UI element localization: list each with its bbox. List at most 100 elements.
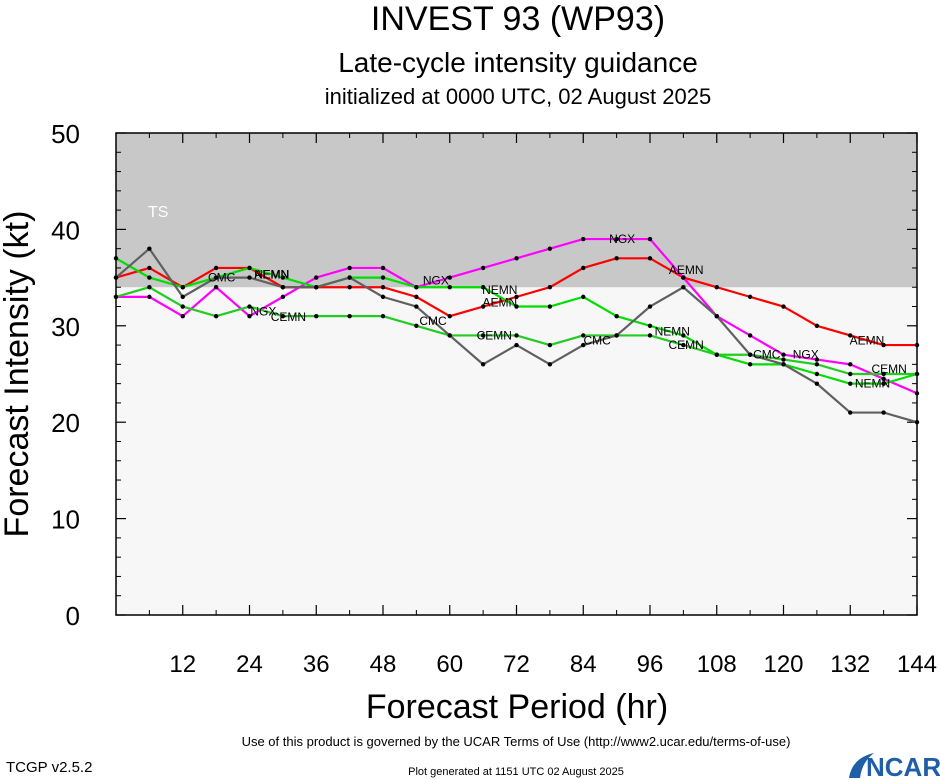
data-point-ngx [681,275,686,280]
data-point-nemn [814,371,820,377]
data-point-cemn [781,357,786,362]
ncar-logo-text: NCAR [866,752,940,780]
data-point-ngx [280,294,286,300]
data-point-aemn [814,323,820,328]
data-point-cemn [414,323,419,328]
data-point-cmc [247,275,252,280]
data-point-cmc [347,275,352,280]
data-point-nemn [414,285,419,290]
data-point-nemn [547,304,553,309]
data-point-ngx [480,265,486,271]
data-point-cemn [881,371,886,377]
data-point-nemn [280,275,286,280]
ts-band [116,133,917,288]
y-tick-labels: 0 10 20 30 40 50 [51,119,80,631]
data-point-cemn [213,313,219,319]
data-point-ngx [581,236,586,242]
data-point-cmc [280,285,286,290]
data-point-nemn [747,362,753,367]
data-point-cmc [447,333,452,338]
data-point-aemn [714,285,719,290]
data-point-cmc [314,285,319,290]
chart-title: INVEST 93 (WP93) [371,0,665,38]
data-point-cemn [681,342,686,348]
series-labels: AEMN AEMN AEMN AEMN NGX NGX NGX NGX NEMN NEMN NEMN… [208,232,907,391]
series-label-cmc: CMC [208,271,236,285]
series-label-cemn: CEMN [477,328,512,342]
terms-of-use: Use of this product is governed by the U… [242,734,791,749]
data-point-cemn [714,352,719,357]
data-point-cmc [213,275,219,280]
data-point-cemn [247,304,252,309]
series-label-cemn: CEMN [668,338,703,352]
data-point-nemn [447,285,452,290]
data-point-cmc [681,285,686,290]
series-label-aemn: AEMN [482,296,517,310]
series-label-cemn: CEMN [872,362,907,376]
data-point-aemn [848,333,853,338]
data-point-nemn [514,304,519,309]
data-point-aemn [447,313,452,319]
x-tick-label: 84 [570,651,597,678]
x-tick-label: 36 [303,651,330,678]
x-tick-label: 120 [763,651,803,678]
data-point-ngx [781,352,786,357]
data-point-cmc [547,362,553,367]
series-label-ngx: NGX [250,304,276,318]
axis-ticks [116,132,918,616]
data-point-aemn [414,294,419,300]
data-point-aemn [480,304,486,309]
data-point-aemn [747,294,753,300]
x-tick-label: 144 [897,651,937,678]
x-tick-label: 108 [697,651,737,678]
data-point-cmc [747,352,753,357]
data-point-aemn [347,285,352,290]
y-tick-label: 50 [51,119,80,149]
data-point-ngx [547,246,553,251]
data-point-cemn [480,333,486,338]
series-label-nemn: NEMN [855,377,890,391]
data-point-ngx [447,275,452,280]
x-tick-label: 48 [370,651,397,678]
data-point-cmc [614,333,619,338]
data-point-cemn [814,362,820,367]
chart-subtitle: Late-cycle intensity guidance [338,47,698,78]
data-point-cemn [547,342,553,348]
data-point-nemn [614,313,619,319]
y-tick-label: 30 [51,312,80,342]
data-point-nemn [681,333,686,338]
series-label-ngx: NGX [793,348,819,362]
data-point-ngx [180,313,185,319]
data-point-ngx [380,265,386,271]
data-point-aemn [147,265,152,271]
data-point-cmc [581,342,586,348]
data-point-cemn [647,333,653,338]
ts-band-label: TS [148,204,168,221]
x-tick-label: 72 [503,651,530,678]
data-point-aemn [514,294,519,300]
series-label-cmc: CMC [753,348,781,362]
data-point-cemn [514,333,519,338]
data-point-cemn [314,313,319,319]
series-layer [113,236,920,425]
data-point-nemn [247,265,252,271]
init-line: initialized at 0000 UTC, 02 August 2025 [325,84,711,109]
data-point-cmc [881,410,886,415]
data-point-nemn [848,381,853,386]
data-point-cmc [814,381,820,386]
data-point-nemn [147,275,152,280]
data-point-cmc [380,294,386,300]
y-tick-label: 0 [66,601,80,631]
data-point-cemn [380,313,386,319]
data-point-nemn [180,285,185,290]
series-label-ngx: NGX [609,232,635,246]
data-point-cmc [714,313,719,319]
data-point-ngx [814,357,820,362]
x-tick-label: 12 [169,651,196,678]
data-point-ngx [213,285,219,290]
series-label-aemn: AEMN [254,268,289,282]
data-point-cemn [347,313,352,319]
series-label-cemn: CEMN [271,310,306,324]
series-label-cmc: CMC [583,333,611,347]
